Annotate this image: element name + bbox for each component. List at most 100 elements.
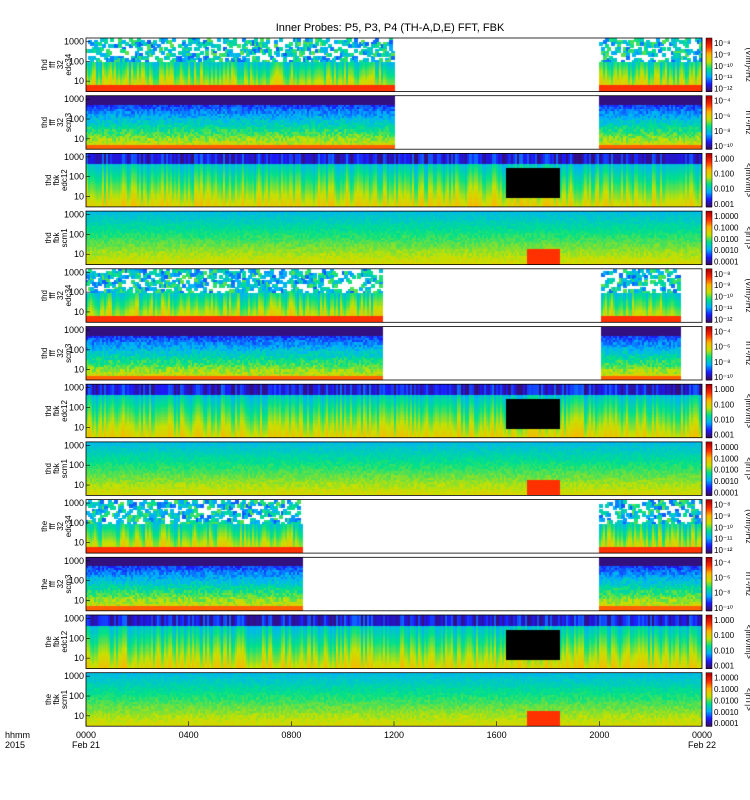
colorbar-cell — [706, 412, 712, 415]
colorbar-cell — [706, 566, 712, 569]
colorbar-cell — [706, 424, 712, 427]
colorbar-cell — [706, 482, 712, 484]
colorbar-cell — [706, 237, 712, 240]
colorbar-tick-label: 10⁻¹² — [714, 546, 733, 555]
colorbar-cell — [706, 320, 712, 323]
colorbar-frame — [705, 672, 713, 727]
colorbar-cell — [706, 384, 712, 387]
colorbar-cell — [706, 572, 712, 574]
colorbar-cell — [706, 663, 712, 665]
colorbar-cell — [706, 310, 712, 313]
colorbar-tick-label: 10⁻⁹ — [714, 512, 731, 521]
colorbar-cell — [706, 616, 712, 619]
colorbar-cell — [706, 342, 712, 345]
colorbar-cell — [706, 396, 712, 399]
colorbar-frame — [705, 557, 713, 612]
panel-label-line: edc12 — [60, 630, 69, 652]
spectrogram-image — [86, 384, 702, 438]
colorbar-cell — [706, 252, 712, 255]
colorbar-cell — [706, 268, 712, 271]
colorbar-unit: (V/m)²/Hz — [744, 278, 750, 312]
y-tick-label: 100 — [69, 518, 84, 528]
colorbar-cell — [706, 533, 712, 535]
colorbar-cell — [706, 436, 712, 439]
colorbar-cell — [706, 113, 712, 115]
colorbar-cell — [706, 451, 712, 454]
y-tick-label: 1000 — [64, 325, 84, 335]
colorbar-cell — [706, 652, 712, 655]
colorbar-cell — [706, 656, 712, 659]
colorbar-cell — [706, 695, 712, 698]
panel-label-line: thd — [44, 232, 53, 243]
y-tick-label: 1000 — [64, 498, 84, 508]
colorbar-cell — [706, 330, 712, 333]
colorbar-tick-label: 10⁻⁶ — [714, 343, 730, 352]
colorbar-cell — [706, 529, 712, 531]
colorbar-cell — [706, 79, 712, 82]
colorbar-cell — [706, 333, 712, 336]
colorbar-cell — [706, 526, 712, 529]
colorbar-cell — [706, 315, 712, 318]
colorbar-frame — [705, 153, 713, 208]
panel-label-line: edc34 — [64, 284, 73, 306]
colorbar-cell — [706, 678, 712, 680]
colorbar-cell — [706, 582, 712, 585]
colorbar: 10⁻⁴ 10⁻⁶ 10⁻⁸ 10⁻¹⁰ nT²/Hz — [705, 95, 750, 151]
colorbar-cell — [706, 408, 712, 411]
colorbar: 10⁻⁸ 10⁻⁹ 10⁻¹⁰ 10⁻¹¹ 10⁻¹² (V/m)²/Hz — [705, 499, 750, 555]
colorbar-cell — [706, 205, 712, 208]
panel-label-line: scm3 — [64, 574, 73, 594]
colorbar-cell — [706, 674, 712, 676]
colorbar-cell — [706, 224, 712, 227]
colorbar-cell — [706, 42, 712, 44]
colorbar-frame — [705, 441, 713, 496]
colorbar-cell — [706, 286, 712, 289]
colorbar-cell — [706, 660, 712, 663]
colorbar: 1.0000 0.1000 0.0100 0.0010 0.0001 <|nT|> — [705, 210, 750, 267]
colorbar-cell — [706, 48, 712, 51]
colorbar-cell — [706, 643, 712, 645]
colorbar-cell — [706, 40, 712, 43]
spectrogram-panel-thd-edc12: 10 100 1000 thd fbk edc12 1.000 0.100 0.010 0.001… — [44, 152, 750, 209]
colorbar: 10⁻⁸ 10⁻⁹ 10⁻¹⁰ 10⁻¹¹ 10⁻¹² (V/m)²/Hz — [705, 268, 750, 324]
colorbar-cell — [706, 335, 712, 338]
colorbar-cell — [706, 620, 712, 623]
colorbar-tick-label: 10⁻¹¹ — [714, 73, 733, 82]
colorbar-cell — [706, 487, 712, 490]
panel-label-line: fff — [48, 292, 57, 299]
panel-label-line: scm1 — [60, 228, 69, 248]
colorbar-unit-label: <|mV/m|> — [744, 625, 750, 660]
colorbar-cell — [706, 502, 712, 505]
panel-label-line: scm1 — [60, 689, 69, 709]
colorbar-cell — [706, 184, 712, 186]
colorbar-cell — [706, 300, 712, 303]
colorbar-cell — [706, 192, 712, 195]
colorbar-cell — [706, 480, 712, 483]
colorbar-unit-label: <|nT|> — [744, 457, 750, 480]
colorbar-cell — [706, 723, 712, 726]
colorbar-cell — [706, 605, 712, 608]
colorbar-cell — [706, 271, 712, 274]
colorbar-cell — [706, 363, 712, 366]
colorbar-cell — [706, 253, 712, 256]
colorbar-cell — [706, 290, 712, 293]
colorbar-unit-label: <|mV/m|> — [744, 394, 750, 429]
panel-label: thd fbk scm1 — [44, 228, 69, 248]
colorbar-cell — [706, 433, 712, 436]
colorbar-cell — [706, 679, 712, 682]
colorbar-cell — [706, 64, 712, 67]
colorbar-cell — [706, 255, 712, 258]
colorbar-cell — [706, 106, 712, 109]
colorbar-cell — [706, 601, 712, 604]
y-tick-label: 10 — [74, 249, 84, 259]
colorbar-tick-label: 1.0000 — [714, 443, 739, 452]
colorbar-cell — [706, 432, 712, 435]
colorbar-cell — [706, 291, 712, 294]
colorbar-frame — [705, 499, 713, 554]
panel-label-line: thd — [40, 290, 49, 301]
colorbar-cell — [706, 279, 712, 282]
colorbar: 10⁻⁸ 10⁻⁹ 10⁻¹⁰ 10⁻¹¹ 10⁻¹² (V/m)²/Hz — [705, 37, 750, 94]
colorbar-cell — [706, 378, 712, 381]
colorbar-cell — [706, 597, 712, 600]
colorbar-cell — [706, 392, 712, 395]
